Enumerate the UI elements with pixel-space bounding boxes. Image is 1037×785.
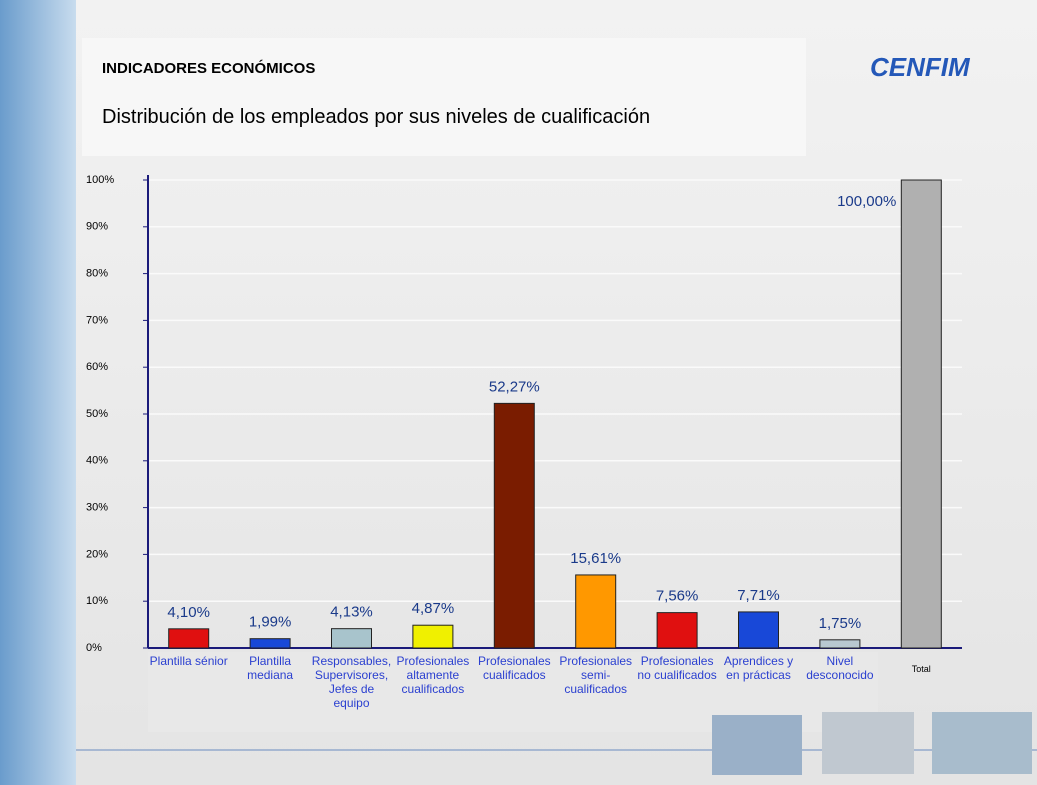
bar bbox=[819, 639, 861, 649]
value-label: 1,99% bbox=[249, 614, 292, 631]
bar bbox=[168, 628, 210, 649]
y-tick-label: 30% bbox=[86, 502, 108, 514]
value-label: 7,71% bbox=[737, 587, 780, 604]
x-tick-label: Aprendices y en prácticas bbox=[723, 654, 794, 682]
y-tick-label: 100% bbox=[86, 174, 114, 186]
x-tick-label: Total bbox=[911, 664, 931, 674]
photo bbox=[822, 712, 914, 774]
y-tick-label: 50% bbox=[86, 408, 108, 420]
y-tick-label: 0% bbox=[86, 642, 102, 654]
value-label: 100,00% bbox=[837, 193, 896, 210]
y-tick-label: 90% bbox=[86, 221, 108, 233]
x-tick-label: Responsables, Supervisores, Jefes de equ… bbox=[311, 654, 392, 710]
subtitle: Distribución de los empleados por sus ni… bbox=[102, 106, 651, 128]
bar bbox=[656, 612, 698, 649]
photo bbox=[712, 715, 802, 775]
header: INDICADORES ECONÓMICOS Distribución de l… bbox=[82, 38, 806, 156]
y-tick-label: 10% bbox=[86, 595, 108, 607]
bar bbox=[331, 628, 372, 649]
y-tick-label: 40% bbox=[86, 455, 108, 467]
logo: CENFIM bbox=[870, 52, 970, 82]
value-label: 52,27% bbox=[489, 378, 540, 395]
x-tick-label: Plantilla mediana bbox=[247, 654, 294, 682]
y-tick-label: 80% bbox=[86, 268, 108, 280]
value-label: 15,61% bbox=[570, 550, 621, 567]
bar bbox=[412, 624, 454, 649]
x-tick-label: Profesionales altamente cualificados bbox=[396, 654, 470, 696]
y-tick-label: 60% bbox=[86, 361, 108, 373]
value-label: 4,87% bbox=[412, 600, 455, 617]
value-label: 7,56% bbox=[656, 588, 699, 605]
x-tick-label: Profesionales semi-cualificados bbox=[559, 654, 633, 696]
y-tick-label: 20% bbox=[86, 548, 108, 560]
bar bbox=[575, 574, 617, 649]
x-tick-label: Plantilla sénior bbox=[149, 654, 228, 668]
value-label: 4,10% bbox=[167, 604, 210, 621]
value-label: 1,75% bbox=[819, 615, 862, 632]
x-tick-label: Nivel desconocido bbox=[806, 654, 874, 682]
x-tick-label: Profesionales no cualificados bbox=[637, 654, 717, 682]
side-strip bbox=[0, 0, 76, 785]
bar bbox=[249, 638, 291, 649]
x-tick-label: Profesionales cualificados bbox=[477, 654, 551, 682]
title: INDICADORES ECONÓMICOS bbox=[102, 60, 316, 77]
value-label: 4,13% bbox=[330, 604, 373, 621]
y-tick-label: 70% bbox=[86, 314, 108, 326]
bar bbox=[493, 402, 535, 649]
bar bbox=[900, 179, 942, 649]
bar bbox=[738, 611, 779, 649]
photo bbox=[932, 712, 1032, 774]
